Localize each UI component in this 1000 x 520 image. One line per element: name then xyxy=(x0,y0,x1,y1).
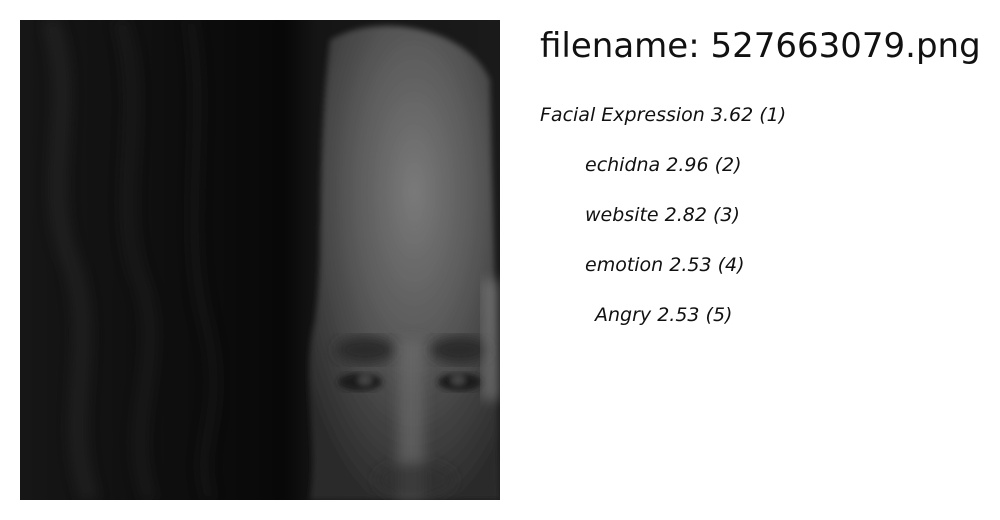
label-3: website 2.82 (3) xyxy=(585,204,740,226)
label-1: Facial Expression 3.62 (1) xyxy=(540,104,787,126)
label-4: emotion 2.53 (4) xyxy=(585,254,745,276)
label-2: echidna 2.96 (2) xyxy=(585,154,742,176)
face-photo-image xyxy=(20,20,500,500)
face-photo xyxy=(20,20,500,500)
filename-title: filename: 527663079.png xyxy=(540,26,981,66)
label-5: Angry 2.53 (5) xyxy=(595,304,733,326)
